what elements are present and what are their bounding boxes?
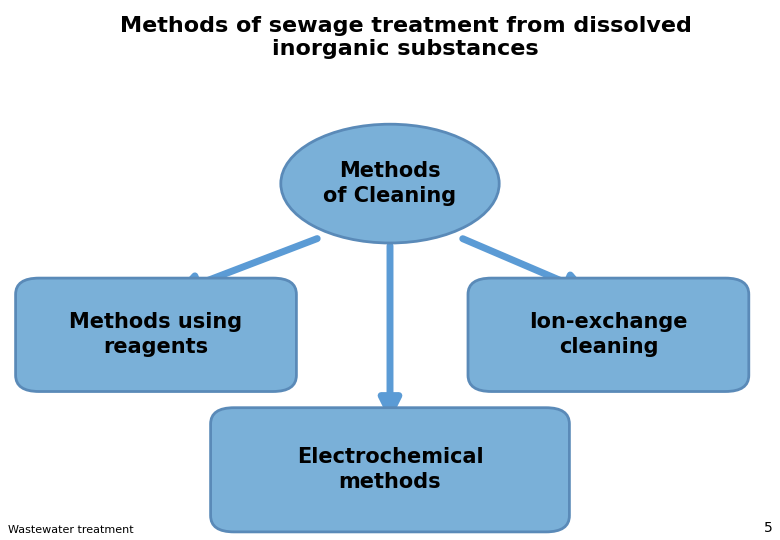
Text: 5: 5 xyxy=(764,521,772,535)
Text: Methods
of Cleaning: Methods of Cleaning xyxy=(324,161,456,206)
FancyBboxPatch shape xyxy=(211,408,569,532)
Text: Methods of sewage treatment from dissolved
inorganic substances: Methods of sewage treatment from dissolv… xyxy=(119,16,692,59)
Text: Methods using
reagents: Methods using reagents xyxy=(69,313,243,357)
Text: Wastewater treatment: Wastewater treatment xyxy=(8,524,133,535)
FancyBboxPatch shape xyxy=(16,278,296,392)
FancyBboxPatch shape xyxy=(468,278,749,392)
Ellipse shape xyxy=(281,124,499,243)
Text: Ion-exchange
cleaning: Ion-exchange cleaning xyxy=(529,313,688,357)
Text: Electrochemical
methods: Electrochemical methods xyxy=(296,448,484,492)
